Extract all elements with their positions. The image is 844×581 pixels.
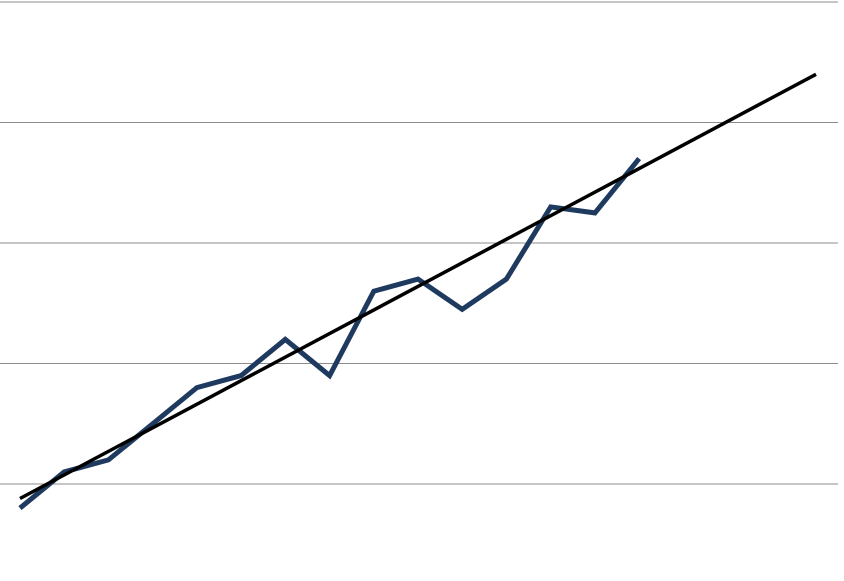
trendline [19, 72, 817, 501]
gridlines [0, 1, 838, 485]
series-lines [18, 72, 817, 511]
series-line-0 [18, 157, 642, 511]
